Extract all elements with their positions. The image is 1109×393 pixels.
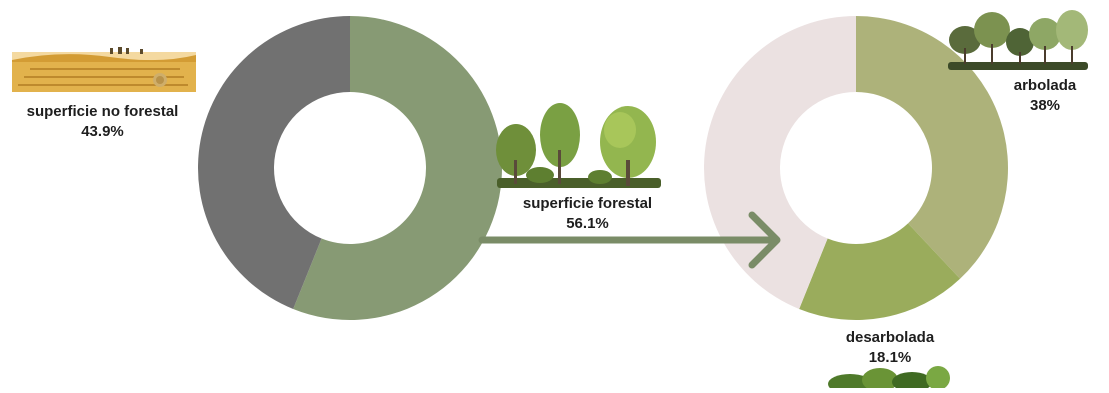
wheat-field-illustration xyxy=(12,47,196,92)
donut-slice-remainder xyxy=(704,15,856,309)
donut-slice-desarbolada xyxy=(799,223,961,320)
label-arbolada: arbolada 38% xyxy=(1000,76,1090,116)
slice-percent-text: 43.9% xyxy=(81,123,124,140)
slice-label-text: arbolada xyxy=(1013,77,1077,94)
donut-slice-arbolada xyxy=(856,16,1008,279)
arrow-connector xyxy=(478,211,781,269)
slice-label-text: superficie forestal xyxy=(522,195,653,212)
label-superficie-no-forestal: superficie no forestal 43.9% xyxy=(10,102,195,142)
donut-slice-superficie-forestal xyxy=(293,16,503,320)
forest-trees-illustration xyxy=(496,103,661,188)
slice-label-text: superficie no forestal xyxy=(26,103,179,120)
donut-chart-forest-breakdown xyxy=(704,15,1008,320)
slice-percent-text: 56.1% xyxy=(566,215,609,232)
arrow-head xyxy=(748,211,781,269)
donut-slice-superficie-no-forestal xyxy=(198,15,350,309)
tall-trees-illustration xyxy=(948,10,1088,70)
slice-percent-text: 38% xyxy=(1029,97,1061,114)
label-superficie-forestal: superficie forestal 56.1% xyxy=(500,194,675,234)
slice-label-text: desarbolada xyxy=(845,329,935,346)
donut-chart-forest-surface xyxy=(198,15,503,320)
label-desarbolada: desarbolada 18.1% xyxy=(825,328,955,368)
slice-percent-text: 18.1% xyxy=(868,349,912,366)
bushes-illustration xyxy=(828,366,950,393)
